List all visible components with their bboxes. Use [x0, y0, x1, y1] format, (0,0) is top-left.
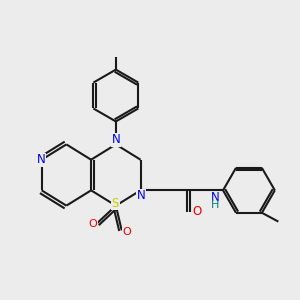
- Text: O: O: [88, 220, 97, 230]
- Text: O: O: [122, 226, 131, 237]
- Text: N: N: [137, 189, 146, 202]
- Text: S: S: [112, 197, 119, 210]
- Text: N: N: [112, 133, 120, 146]
- Text: N: N: [211, 191, 220, 204]
- Text: O: O: [193, 205, 202, 218]
- Text: H: H: [211, 200, 220, 210]
- Text: N: N: [37, 153, 45, 166]
